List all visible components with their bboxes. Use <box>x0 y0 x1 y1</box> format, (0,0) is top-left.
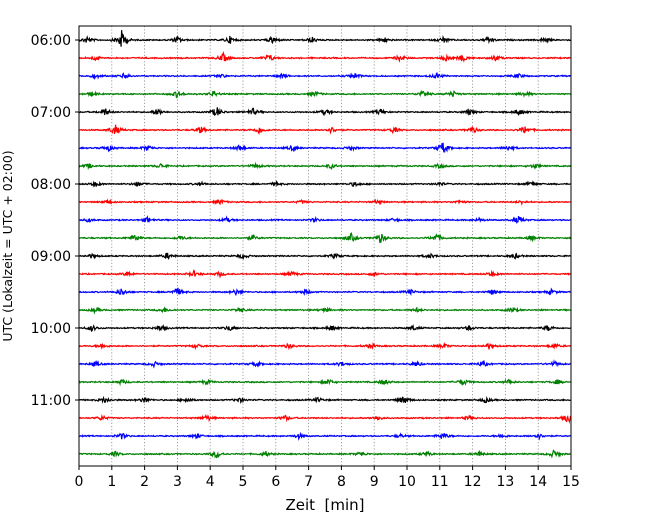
y-tick-label: 08:00 <box>31 177 71 193</box>
seismogram-trace <box>78 161 572 171</box>
seismogram-trace <box>78 306 572 315</box>
x-tick-label: 10 <box>398 474 416 490</box>
x-tick-label: 13 <box>496 474 514 490</box>
x-tick-label: 6 <box>271 474 280 490</box>
seismogram-trace <box>78 431 572 442</box>
x-axis-ticks: 0 1 2 3 4 5 6 7 8 9 10 11 12 13 14 15 <box>75 466 580 490</box>
seismogram-trace <box>78 107 572 117</box>
x-tick-label: 2 <box>140 474 149 490</box>
y-tick-label: 06:00 <box>31 33 71 49</box>
x-tick-label: 3 <box>173 474 182 490</box>
seismogram-trace <box>78 89 572 99</box>
seismogram-trace <box>78 215 572 225</box>
seismogram-trace <box>78 30 572 47</box>
seismogram-trace <box>78 324 572 332</box>
y-axis-label: UTC (Lokalzeit = UTC + 02:00) <box>0 150 15 341</box>
seismogram-trace <box>78 252 572 261</box>
x-tick-label: 12 <box>464 474 482 490</box>
seismogram-trace <box>78 287 572 297</box>
y-tick-label: 07:00 <box>31 105 71 121</box>
trace-group <box>78 30 572 459</box>
seismogram-trace <box>78 359 572 369</box>
seismogram-trace <box>78 72 572 81</box>
seismogram-trace <box>78 231 572 244</box>
x-tick-label: 1 <box>107 474 116 490</box>
x-tick-label: 0 <box>75 474 84 490</box>
x-tick-label: 8 <box>337 474 346 490</box>
plot-frame <box>78 25 572 467</box>
y-tick-label: 11:00 <box>31 393 71 409</box>
seismogram-trace <box>78 414 572 424</box>
x-tick-label: 7 <box>304 474 313 490</box>
y-axis-ticks: 06:00 07:00 08:00 09:00 10:00 11:00 <box>31 33 79 409</box>
x-tick-label: 5 <box>239 474 248 490</box>
seismogram-trace <box>78 378 572 387</box>
seismogram-trace <box>78 198 572 206</box>
seismogram-trace <box>78 142 572 154</box>
seismogram-trace <box>78 341 572 351</box>
x-axis-label: Zeit [min] <box>285 496 364 514</box>
x-tick-label: 14 <box>529 474 547 490</box>
seismogram-trace <box>78 179 572 188</box>
x-tick-label: 9 <box>370 474 379 490</box>
seismogram-trace <box>78 124 572 136</box>
seismogram-trace <box>78 50 572 63</box>
y-tick-label: 10:00 <box>31 321 71 337</box>
seismogram-trace <box>78 269 572 279</box>
x-tick-label: 11 <box>431 474 449 490</box>
x-tick-label: 4 <box>206 474 215 490</box>
x-tick-label: 15 <box>562 474 580 490</box>
y-tick-label: 09:00 <box>31 249 71 265</box>
seismogram-trace <box>78 395 572 404</box>
seismogram-trace <box>78 449 572 459</box>
